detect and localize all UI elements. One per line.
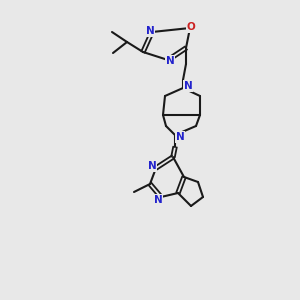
Text: O: O — [187, 22, 195, 32]
Text: N: N — [146, 26, 154, 36]
Text: N: N — [148, 161, 156, 171]
Text: N: N — [176, 132, 184, 142]
Text: N: N — [166, 56, 174, 66]
Text: N: N — [184, 81, 192, 91]
Text: N: N — [154, 195, 162, 205]
